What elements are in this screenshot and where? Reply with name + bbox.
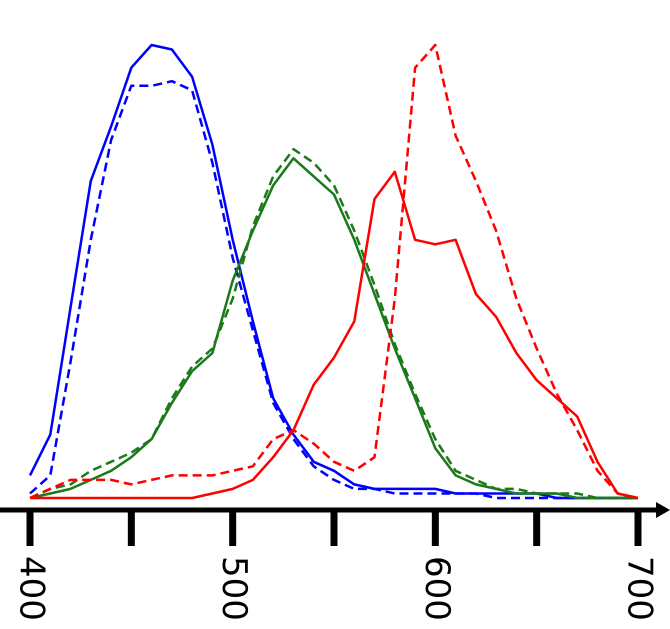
x-tick-label: 500 xyxy=(214,556,254,621)
series-line xyxy=(29,79,638,500)
series-line xyxy=(29,43,639,500)
x-axis-arrow xyxy=(656,502,670,518)
x-tick-label: 400 xyxy=(12,556,52,621)
x-tick-label: 700 xyxy=(620,556,660,621)
series-line xyxy=(29,147,638,500)
x-tick-label: 600 xyxy=(417,556,457,621)
series-line xyxy=(29,157,638,500)
series-line xyxy=(30,170,639,500)
